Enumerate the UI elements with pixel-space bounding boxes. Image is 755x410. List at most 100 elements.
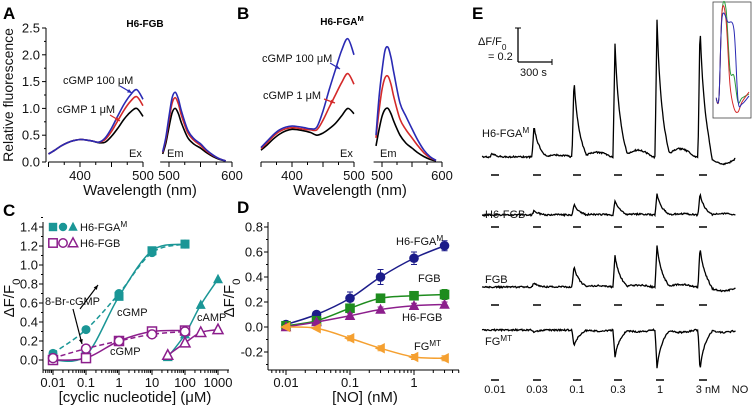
trace-label: H6-FGB	[485, 209, 525, 221]
scale-bar-y-label-sub: 0	[502, 43, 507, 52]
y-tick-label: 1.0	[22, 101, 40, 116]
y-tick-label: 0.4	[245, 270, 263, 285]
data-point-square	[409, 290, 419, 301]
series-label-base: H6-FGB	[402, 312, 442, 324]
em-x-tick-label: 600	[221, 168, 243, 183]
y-tick-label: 0.8	[20, 277, 38, 292]
em-x-tick-label: 500	[158, 168, 180, 183]
dose-label: 0.3	[610, 384, 625, 396]
y-tick-label: 0.6	[245, 245, 263, 260]
trace-label: FGB	[485, 274, 508, 286]
y-axis-label: Relative fluorescence	[0, 28, 16, 162]
emission-spectrum-line	[375, 107, 437, 162]
fluorescence-trace	[481, 245, 736, 293]
data-point-triangle-left	[374, 342, 385, 354]
legend-label-base: H6-FGB	[80, 238, 120, 250]
panel-title: H6-FGAM	[320, 14, 363, 29]
ex-x-tick-label: 500	[343, 168, 365, 183]
ex-x-tick-label: 400	[281, 168, 303, 183]
inset-trace	[715, 12, 750, 108]
panel-title-base: H6-FGA	[320, 17, 357, 28]
data-point-square	[439, 289, 450, 300]
y-tick-label: 0.0	[22, 155, 40, 170]
series-label-sup: M	[436, 234, 443, 243]
x-axis-label: Wavelength (nm)	[83, 182, 197, 199]
panel-label-d: D	[237, 198, 249, 217]
data-point-triangle-left	[280, 321, 291, 333]
series-label: H6-FGAM	[396, 234, 443, 249]
y-tick-label: 2.0	[22, 47, 40, 62]
y-tick-label: 0.0	[245, 320, 263, 335]
data-point-triangle	[375, 303, 386, 314]
y-tick-label: 0.6	[20, 296, 38, 311]
panel-label-b: B	[237, 4, 249, 23]
x-axis-label: [cyclic nucleotide] (μM)	[59, 389, 212, 406]
legend-marker-circle	[58, 238, 68, 248]
dose-label: 3 nM	[696, 384, 720, 396]
emission-spectrum-line	[161, 107, 226, 162]
scale-bar-x-label: 300 s	[520, 67, 547, 79]
annotation-arrow-head	[330, 99, 335, 104]
dose-label: 0.01	[484, 384, 505, 396]
data-point-triangle	[211, 322, 225, 335]
data-point-triangle	[195, 299, 206, 309]
y-axis-label-base: ΔF/F	[1, 285, 18, 318]
annotation-arrow	[72, 308, 83, 345]
data-point-triangle	[194, 325, 207, 338]
fit-line	[167, 278, 219, 358]
emission-spectrum-line	[375, 74, 437, 162]
x-tick-label: 100	[174, 375, 196, 390]
panel-title: H6-FGB	[126, 19, 163, 30]
series-label-base: FG	[414, 341, 429, 353]
data-point-triangle	[311, 316, 322, 327]
em-label: Em	[380, 148, 397, 160]
panel-title-sup: M	[357, 14, 363, 23]
x-tick-label: 0.01	[273, 375, 298, 390]
data-point-triangle	[161, 348, 174, 360]
legend-marker-square	[48, 222, 58, 232]
dose-label: 0.03	[526, 384, 547, 396]
y-tick-label: 0.2	[20, 334, 38, 349]
scale-bar-y-value: = 0.2	[488, 51, 513, 63]
data-point-circle	[146, 329, 158, 340]
series-label-base: FGB	[418, 273, 441, 285]
legend-label-base: H6-FGA	[80, 222, 121, 234]
y-tick-label: 1.2	[20, 239, 38, 254]
data-point-circle	[80, 343, 92, 354]
data-point-triangle	[213, 273, 223, 284]
series-label-sup: MT	[429, 339, 441, 348]
panel-title-base: H6-FGB	[126, 19, 163, 30]
scale-bar-y-label: ΔF/F0	[478, 36, 507, 52]
data-point-circle	[180, 239, 190, 249]
data-point-triangle-left	[438, 352, 449, 364]
data-point-circle	[114, 289, 124, 298]
x-tick-label: 0.1	[77, 375, 95, 390]
trace-label: H6-FGAM	[482, 126, 529, 141]
legend-label-sup: M	[120, 220, 127, 229]
excitation-spectrum-line	[260, 37, 355, 149]
annotation-arrow	[79, 284, 99, 310]
x-tick-label: 0.1	[341, 375, 359, 390]
fluorescence-trace	[481, 19, 736, 166]
data-point-triangle-left	[310, 322, 321, 334]
annotation-arrow-head	[78, 339, 83, 344]
ex-x-tick-label: 400	[69, 168, 91, 183]
data-point-circle	[113, 335, 125, 347]
excitation-spectrum-line	[260, 72, 355, 150]
annotation-cgmp-100: cGMP 100 μM	[63, 75, 133, 87]
annotation-arrow-head	[335, 64, 340, 69]
data-point-circle	[47, 352, 59, 364]
legend-label: H6-FGAM	[80, 220, 127, 235]
y-tick-label: 2.5	[22, 21, 40, 36]
annotation-camp: cAMP	[197, 312, 226, 324]
dose-label: 0.1	[569, 384, 584, 396]
trace-label-base: FGB	[485, 274, 508, 286]
trace-label-sup: MT	[500, 334, 512, 343]
y-tick-label: 1.5	[22, 74, 40, 89]
y-tick-label: 1.4	[20, 220, 38, 235]
fit-line	[167, 328, 219, 356]
trace-label-base: H6-FGA	[482, 128, 523, 140]
data-point-triangle	[439, 298, 450, 309]
trace-label-base: H6-FGB	[485, 209, 525, 221]
data-point-triangle-left	[408, 351, 419, 363]
